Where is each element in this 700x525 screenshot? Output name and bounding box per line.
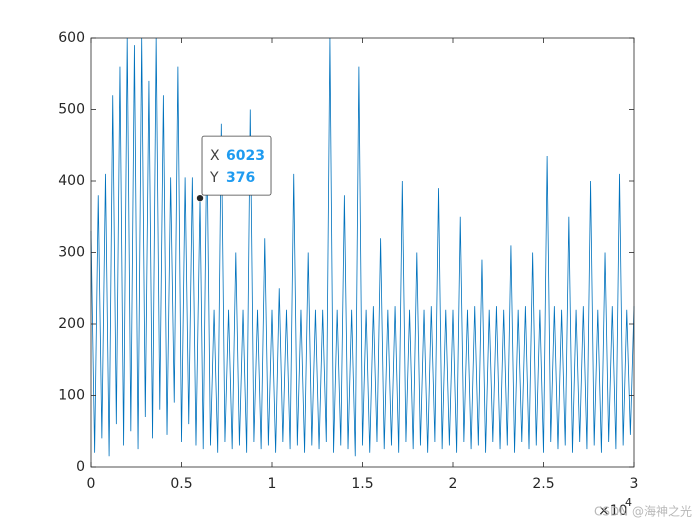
datatip-x-value: 6023: [226, 148, 265, 164]
x-tick-label: 0: [87, 476, 96, 492]
x-tick-label: 2: [449, 476, 458, 492]
x-tick-label: 2.5: [532, 476, 554, 492]
watermark: CSDN @海神之光: [594, 504, 692, 519]
datatip-x-label: X: [210, 148, 220, 164]
y-tick-label: 200: [58, 316, 85, 332]
y-tick-label: 300: [58, 245, 85, 261]
x-multiplier-base: ×10: [598, 503, 628, 519]
y-tick-label: 0: [76, 459, 85, 475]
data-line: [90, 37, 635, 457]
x-tick-label: 3: [630, 476, 639, 492]
datatip-y-value: 376: [226, 170, 255, 186]
x-tick-label: 1.5: [351, 476, 373, 492]
x-tick-label: 0.5: [170, 476, 192, 492]
datatip-box: [201, 135, 272, 196]
x-tick-label: 1: [268, 476, 277, 492]
datatip-y-label: Y: [209, 170, 219, 186]
y-tick-label: 600: [58, 30, 85, 46]
y-tick-label: 500: [58, 102, 85, 118]
datatip-marker: [196, 194, 204, 202]
y-tick-label: 100: [58, 388, 85, 404]
x-multiplier-exponent: 4: [625, 496, 632, 509]
y-tick-label: 400: [58, 173, 85, 189]
